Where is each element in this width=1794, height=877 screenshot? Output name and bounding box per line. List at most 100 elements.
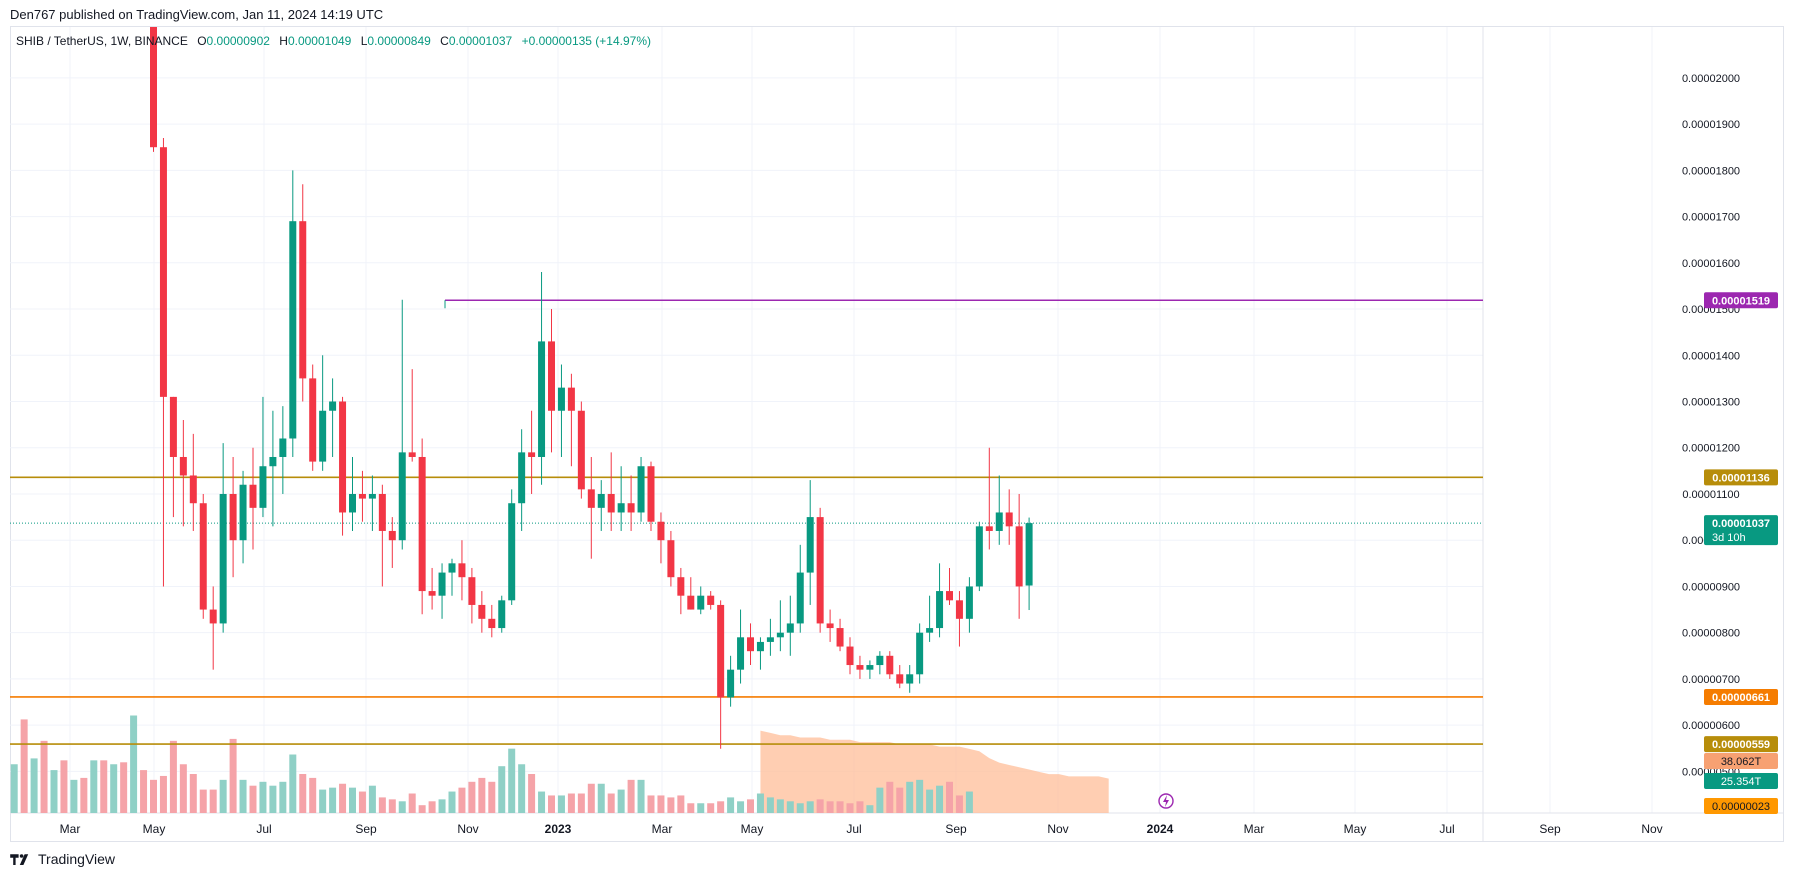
candle-body[interactable]	[179, 456, 187, 476]
volume-bar	[209, 789, 217, 813]
candle-body[interactable]	[358, 493, 366, 499]
candle-body[interactable]	[508, 503, 516, 601]
candle-body[interactable]	[965, 586, 973, 619]
candle-body[interactable]	[587, 489, 595, 508]
candle-body[interactable]	[150, 27, 157, 148]
volume-bar	[597, 783, 605, 813]
candle-body[interactable]	[637, 466, 645, 513]
candle-body[interactable]	[647, 466, 655, 522]
candle-body[interactable]	[936, 591, 944, 629]
candle-body[interactable]	[946, 591, 953, 601]
candle-body[interactable]	[687, 595, 695, 610]
candle-body[interactable]	[826, 623, 834, 629]
candle-body[interactable]	[657, 521, 665, 541]
candle-body[interactable]	[697, 595, 705, 610]
candle-body[interactable]	[896, 674, 904, 684]
candle-body[interactable]	[856, 665, 864, 670]
candles[interactable]	[150, 27, 1033, 749]
candle-body[interactable]	[169, 396, 177, 457]
candle-body[interactable]	[289, 221, 297, 439]
candle-body[interactable]	[747, 637, 754, 652]
candle-body[interactable]	[388, 530, 396, 541]
candle-body[interactable]	[518, 452, 526, 504]
time-axis[interactable]: Mar May Jul Sep Nov 2023 Mar May Jul Sep Nov 2024 Ma…	[60, 822, 1663, 836]
candle-body[interactable]	[916, 632, 924, 675]
candle-body[interactable]	[498, 600, 506, 629]
candle-body[interactable]	[458, 563, 466, 578]
candle-body[interactable]	[766, 637, 774, 642]
candle-body[interactable]	[776, 632, 784, 638]
candle-body[interactable]	[269, 456, 277, 467]
candle-body[interactable]	[876, 655, 884, 666]
candle-body[interactable]	[756, 641, 764, 652]
candle-body[interactable]	[319, 410, 327, 462]
candle-body[interactable]	[836, 628, 844, 647]
candle-body[interactable]	[488, 618, 496, 629]
candle-body[interactable]	[806, 517, 814, 573]
candle-body[interactable]	[368, 493, 376, 499]
candle-body[interactable]	[159, 147, 167, 397]
candle-body[interactable]	[239, 484, 247, 541]
candle-body[interactable]	[717, 604, 725, 698]
candle-body[interactable]	[557, 387, 565, 411]
candle-body[interactable]	[349, 493, 356, 513]
candle-body[interactable]	[816, 517, 824, 624]
candle-body[interactable]	[279, 438, 287, 457]
candle-body[interactable]	[259, 466, 267, 508]
candle-body[interactable]	[926, 628, 934, 633]
candle-body[interactable]	[866, 665, 874, 670]
candle-body[interactable]	[309, 378, 317, 462]
candle-body[interactable]	[607, 493, 615, 513]
candle-body[interactable]	[577, 410, 585, 490]
candle-body[interactable]	[995, 512, 1003, 531]
candle-body[interactable]	[548, 341, 555, 411]
candle-body[interactable]	[667, 540, 675, 578]
symbol-title[interactable]: SHIB / TetherUS, 1W, BINANCE	[16, 34, 188, 48]
candle-body[interactable]	[906, 674, 914, 684]
candle-body[interactable]	[418, 456, 426, 592]
candle-body[interactable]	[219, 493, 227, 624]
candle-body[interactable]	[199, 503, 207, 610]
candle-body[interactable]	[229, 493, 237, 541]
volume-bar	[80, 777, 88, 813]
candle-body[interactable]	[886, 655, 894, 675]
candle-body[interactable]	[955, 600, 963, 619]
candle-body[interactable]	[528, 452, 536, 457]
candle-body[interactable]	[1005, 512, 1013, 527]
candle-body[interactable]	[707, 595, 715, 605]
candle-body[interactable]	[329, 401, 337, 411]
candle-body[interactable]	[468, 577, 476, 605]
candle-body[interactable]	[1015, 526, 1023, 587]
candle-body[interactable]	[339, 401, 347, 513]
candle-body[interactable]	[677, 577, 685, 596]
candle-body[interactable]	[299, 221, 307, 379]
candle-body[interactable]	[538, 341, 546, 457]
candle-body[interactable]	[249, 484, 257, 508]
candle-body[interactable]	[627, 503, 635, 513]
candle-body[interactable]	[478, 604, 486, 619]
candle-body[interactable]	[1025, 523, 1033, 586]
footer-brand[interactable]: TradingView	[38, 851, 116, 867]
candle-body[interactable]	[398, 452, 406, 541]
candle-body[interactable]	[985, 526, 993, 531]
candle-body[interactable]	[737, 637, 745, 670]
candle-body[interactable]	[727, 669, 735, 698]
candle-body[interactable]	[796, 572, 804, 624]
candle-body[interactable]	[597, 493, 605, 508]
candle-body[interactable]	[448, 563, 456, 573]
candle-body[interactable]	[846, 646, 854, 666]
candle-body[interactable]	[408, 452, 416, 457]
candle-body[interactable]	[617, 503, 625, 513]
horizontal-levels[interactable]	[10, 299, 1483, 745]
candle-body[interactable]	[209, 609, 217, 624]
candle-body[interactable]	[975, 526, 983, 587]
candle-body[interactable]	[189, 475, 197, 504]
candle-body[interactable]	[378, 493, 386, 531]
candle-body[interactable]	[786, 623, 794, 633]
candle-body[interactable]	[567, 387, 575, 411]
tradingview-logo-icon[interactable]	[10, 853, 32, 865]
candle-body[interactable]	[438, 572, 446, 596]
candle-body[interactable]	[428, 591, 436, 596]
price-axis[interactable]: 0.000005000.000006000.000007000.00000800…	[1682, 73, 1740, 779]
